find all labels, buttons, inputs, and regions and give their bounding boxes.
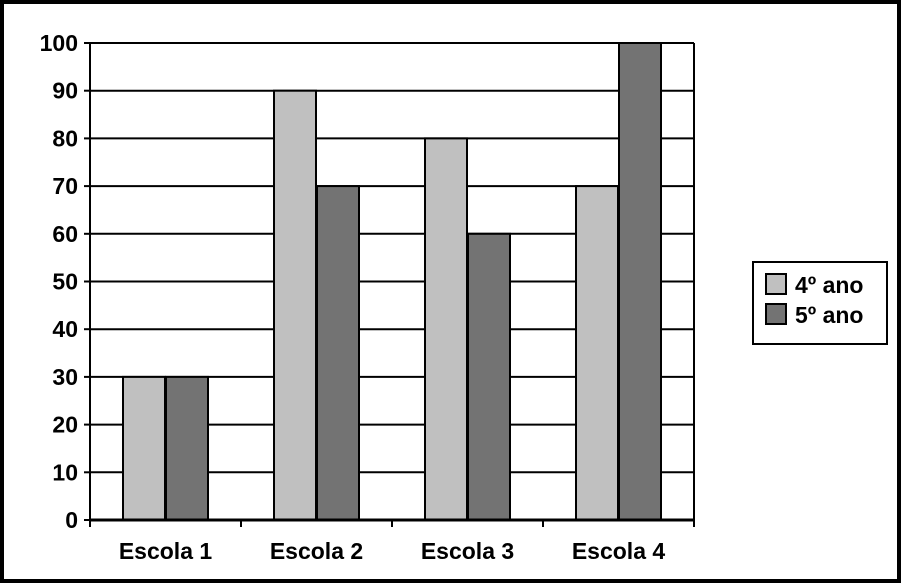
bar-1-series-1 [122,375,166,521]
y-tick-label-80: 80 [52,125,78,151]
x-tick-label-1: Escola 1 [119,538,213,564]
bar-3-series-1 [424,137,468,521]
y-tick-label-40: 40 [52,316,78,342]
bars [122,42,662,522]
x-tick-labels: Escola 1 Escola 2 Escola 3 Escola 4 [119,538,666,564]
axes [84,42,695,527]
legend: 4º ano 5º ano [752,261,888,345]
y-tick-label-50: 50 [52,269,78,295]
y-tick-label-10: 10 [52,459,78,485]
x-tick-label-3: Escola 3 [421,538,514,564]
y-tick-labels: 0 10 20 30 40 50 60 70 80 90 100 [40,30,78,533]
y-tick-label-0: 0 [65,507,78,533]
y-tick-label-20: 20 [52,412,78,438]
x-tick-label-2: Escola 2 [270,538,363,564]
y-tick-label-70: 70 [52,173,78,199]
bar-4-series-2 [618,42,662,521]
y-tick-label-60: 60 [52,221,78,247]
bar-1-series-2 [165,375,209,521]
x-tick-label-4: Escola 4 [572,538,666,564]
bar-2-series-2 [316,185,360,521]
bar-2-series-1 [273,89,317,521]
y-tick-label-90: 90 [52,78,78,104]
bar-3-series-2 [467,232,511,522]
y-tick-label-30: 30 [52,364,78,390]
bar-4-series-1 [575,185,619,521]
legend-swatch-1 [765,273,787,295]
legend-label-1: 4º ano [795,272,863,298]
y-tick-label-100: 100 [40,30,78,56]
legend-label-2: 5º ano [795,302,863,328]
legend-swatch-2 [765,303,787,325]
